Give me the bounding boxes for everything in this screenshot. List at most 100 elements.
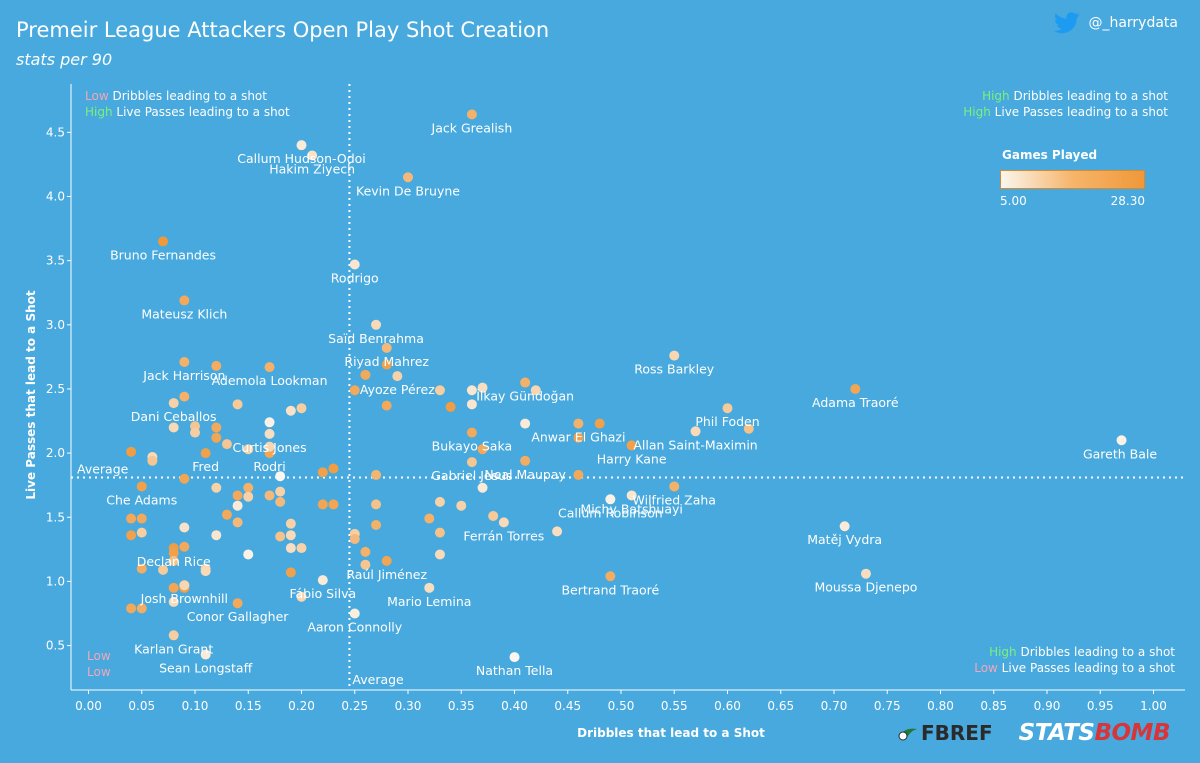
data-point[interactable] — [371, 499, 382, 510]
data-point[interactable] — [168, 422, 179, 433]
data-point[interactable] — [264, 490, 275, 501]
data-point[interactable] — [317, 467, 328, 478]
data-point[interactable] — [168, 596, 179, 607]
data-point[interactable] — [264, 362, 275, 373]
data-point[interactable] — [168, 582, 179, 593]
data-point[interactable] — [126, 603, 137, 614]
data-point[interactable] — [211, 360, 222, 371]
data-point[interactable] — [456, 500, 467, 511]
data-point[interactable] — [328, 499, 339, 510]
data-point[interactable] — [498, 517, 509, 528]
data-point[interactable] — [520, 455, 531, 466]
data-point[interactable] — [285, 543, 296, 554]
data-point[interactable] — [211, 422, 222, 433]
data-point[interactable] — [275, 496, 286, 507]
data-point[interactable] — [179, 580, 190, 591]
data-point[interactable] — [466, 457, 477, 468]
data-point[interactable] — [371, 519, 382, 530]
data-point[interactable] — [850, 383, 861, 394]
data-point[interactable] — [403, 172, 413, 183]
data-point[interactable] — [296, 140, 307, 151]
data-point[interactable] — [211, 482, 222, 493]
data-point[interactable] — [158, 236, 169, 247]
data-point[interactable] — [200, 448, 211, 459]
data-point[interactable] — [605, 494, 616, 505]
data-point[interactable] — [179, 522, 190, 533]
data-point[interactable] — [243, 491, 254, 502]
data-point[interactable] — [477, 382, 488, 393]
data-point[interactable] — [520, 377, 531, 388]
data-point[interactable] — [520, 418, 531, 429]
data-point[interactable] — [381, 342, 392, 353]
data-point[interactable] — [275, 486, 286, 497]
data-point[interactable] — [232, 490, 243, 501]
data-point[interactable] — [530, 385, 541, 396]
data-point[interactable] — [168, 630, 179, 641]
data-point[interactable] — [509, 652, 520, 663]
data-point[interactable] — [360, 369, 371, 380]
data-point[interactable] — [200, 566, 211, 577]
data-point[interactable] — [371, 319, 382, 330]
data-point[interactable] — [1116, 435, 1127, 446]
data-point[interactable] — [147, 455, 158, 466]
data-point[interactable] — [158, 564, 169, 575]
data-point[interactable] — [392, 371, 403, 382]
data-point[interactable] — [179, 391, 190, 402]
data-point[interactable] — [179, 295, 190, 306]
data-point[interactable] — [371, 469, 382, 480]
data-point[interactable] — [434, 549, 445, 560]
data-point[interactable] — [349, 385, 360, 396]
data-point[interactable] — [179, 541, 190, 552]
twitter-handle[interactable]: @_harrydata — [1054, 12, 1178, 34]
data-point[interactable] — [360, 546, 371, 557]
data-point[interactable] — [360, 559, 371, 570]
data-point[interactable] — [285, 405, 296, 416]
data-point[interactable] — [434, 527, 445, 538]
data-point[interactable] — [221, 439, 232, 450]
data-point[interactable] — [381, 555, 392, 566]
data-point[interactable] — [200, 649, 211, 660]
data-point[interactable] — [126, 530, 137, 541]
data-point[interactable] — [126, 446, 137, 457]
data-point[interactable] — [466, 109, 477, 120]
data-point[interactable] — [168, 548, 179, 559]
data-point[interactable] — [243, 482, 254, 493]
data-point[interactable] — [669, 481, 680, 492]
data-point[interactable] — [232, 500, 243, 511]
data-point[interactable] — [626, 440, 637, 451]
data-point[interactable] — [466, 427, 477, 438]
data-point[interactable] — [573, 469, 584, 480]
data-point[interactable] — [296, 403, 307, 414]
data-point[interactable] — [349, 608, 360, 619]
data-point[interactable] — [669, 350, 680, 361]
data-point[interactable] — [434, 496, 445, 507]
data-point[interactable] — [743, 423, 754, 434]
data-point[interactable] — [594, 418, 605, 429]
data-point[interactable] — [328, 463, 339, 474]
data-point[interactable] — [296, 543, 307, 554]
data-point[interactable] — [317, 575, 328, 586]
data-point[interactable] — [126, 513, 137, 524]
data-point[interactable] — [264, 417, 275, 428]
data-point[interactable] — [573, 432, 584, 443]
data-point[interactable] — [317, 499, 328, 510]
data-point[interactable] — [488, 510, 499, 521]
data-point[interactable] — [466, 399, 477, 410]
data-point[interactable] — [424, 582, 435, 593]
data-point[interactable] — [605, 571, 616, 582]
data-point[interactable] — [190, 427, 200, 438]
data-point[interactable] — [232, 598, 243, 609]
data-point[interactable] — [243, 549, 254, 560]
data-point[interactable] — [221, 509, 232, 520]
data-point[interactable] — [349, 259, 360, 270]
data-point[interactable] — [136, 527, 147, 538]
data-point[interactable] — [275, 471, 286, 482]
data-point[interactable] — [349, 534, 360, 545]
data-point[interactable] — [232, 399, 243, 410]
data-point[interactable] — [136, 481, 147, 492]
data-point[interactable] — [275, 531, 286, 542]
data-point[interactable] — [860, 568, 871, 579]
data-point[interactable] — [445, 401, 456, 412]
data-point[interactable] — [136, 603, 147, 614]
data-point[interactable] — [264, 441, 275, 452]
